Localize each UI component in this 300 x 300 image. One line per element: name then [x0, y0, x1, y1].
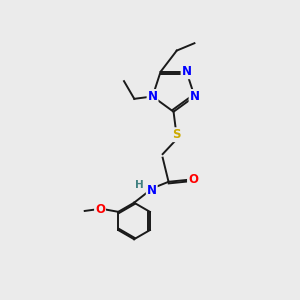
Text: O: O	[188, 173, 198, 186]
Text: N: N	[190, 90, 200, 103]
Text: N: N	[182, 65, 191, 78]
Text: N: N	[147, 184, 157, 196]
Text: O: O	[95, 203, 105, 216]
Text: H: H	[135, 180, 143, 190]
Text: N: N	[148, 90, 158, 103]
Text: S: S	[172, 128, 180, 141]
